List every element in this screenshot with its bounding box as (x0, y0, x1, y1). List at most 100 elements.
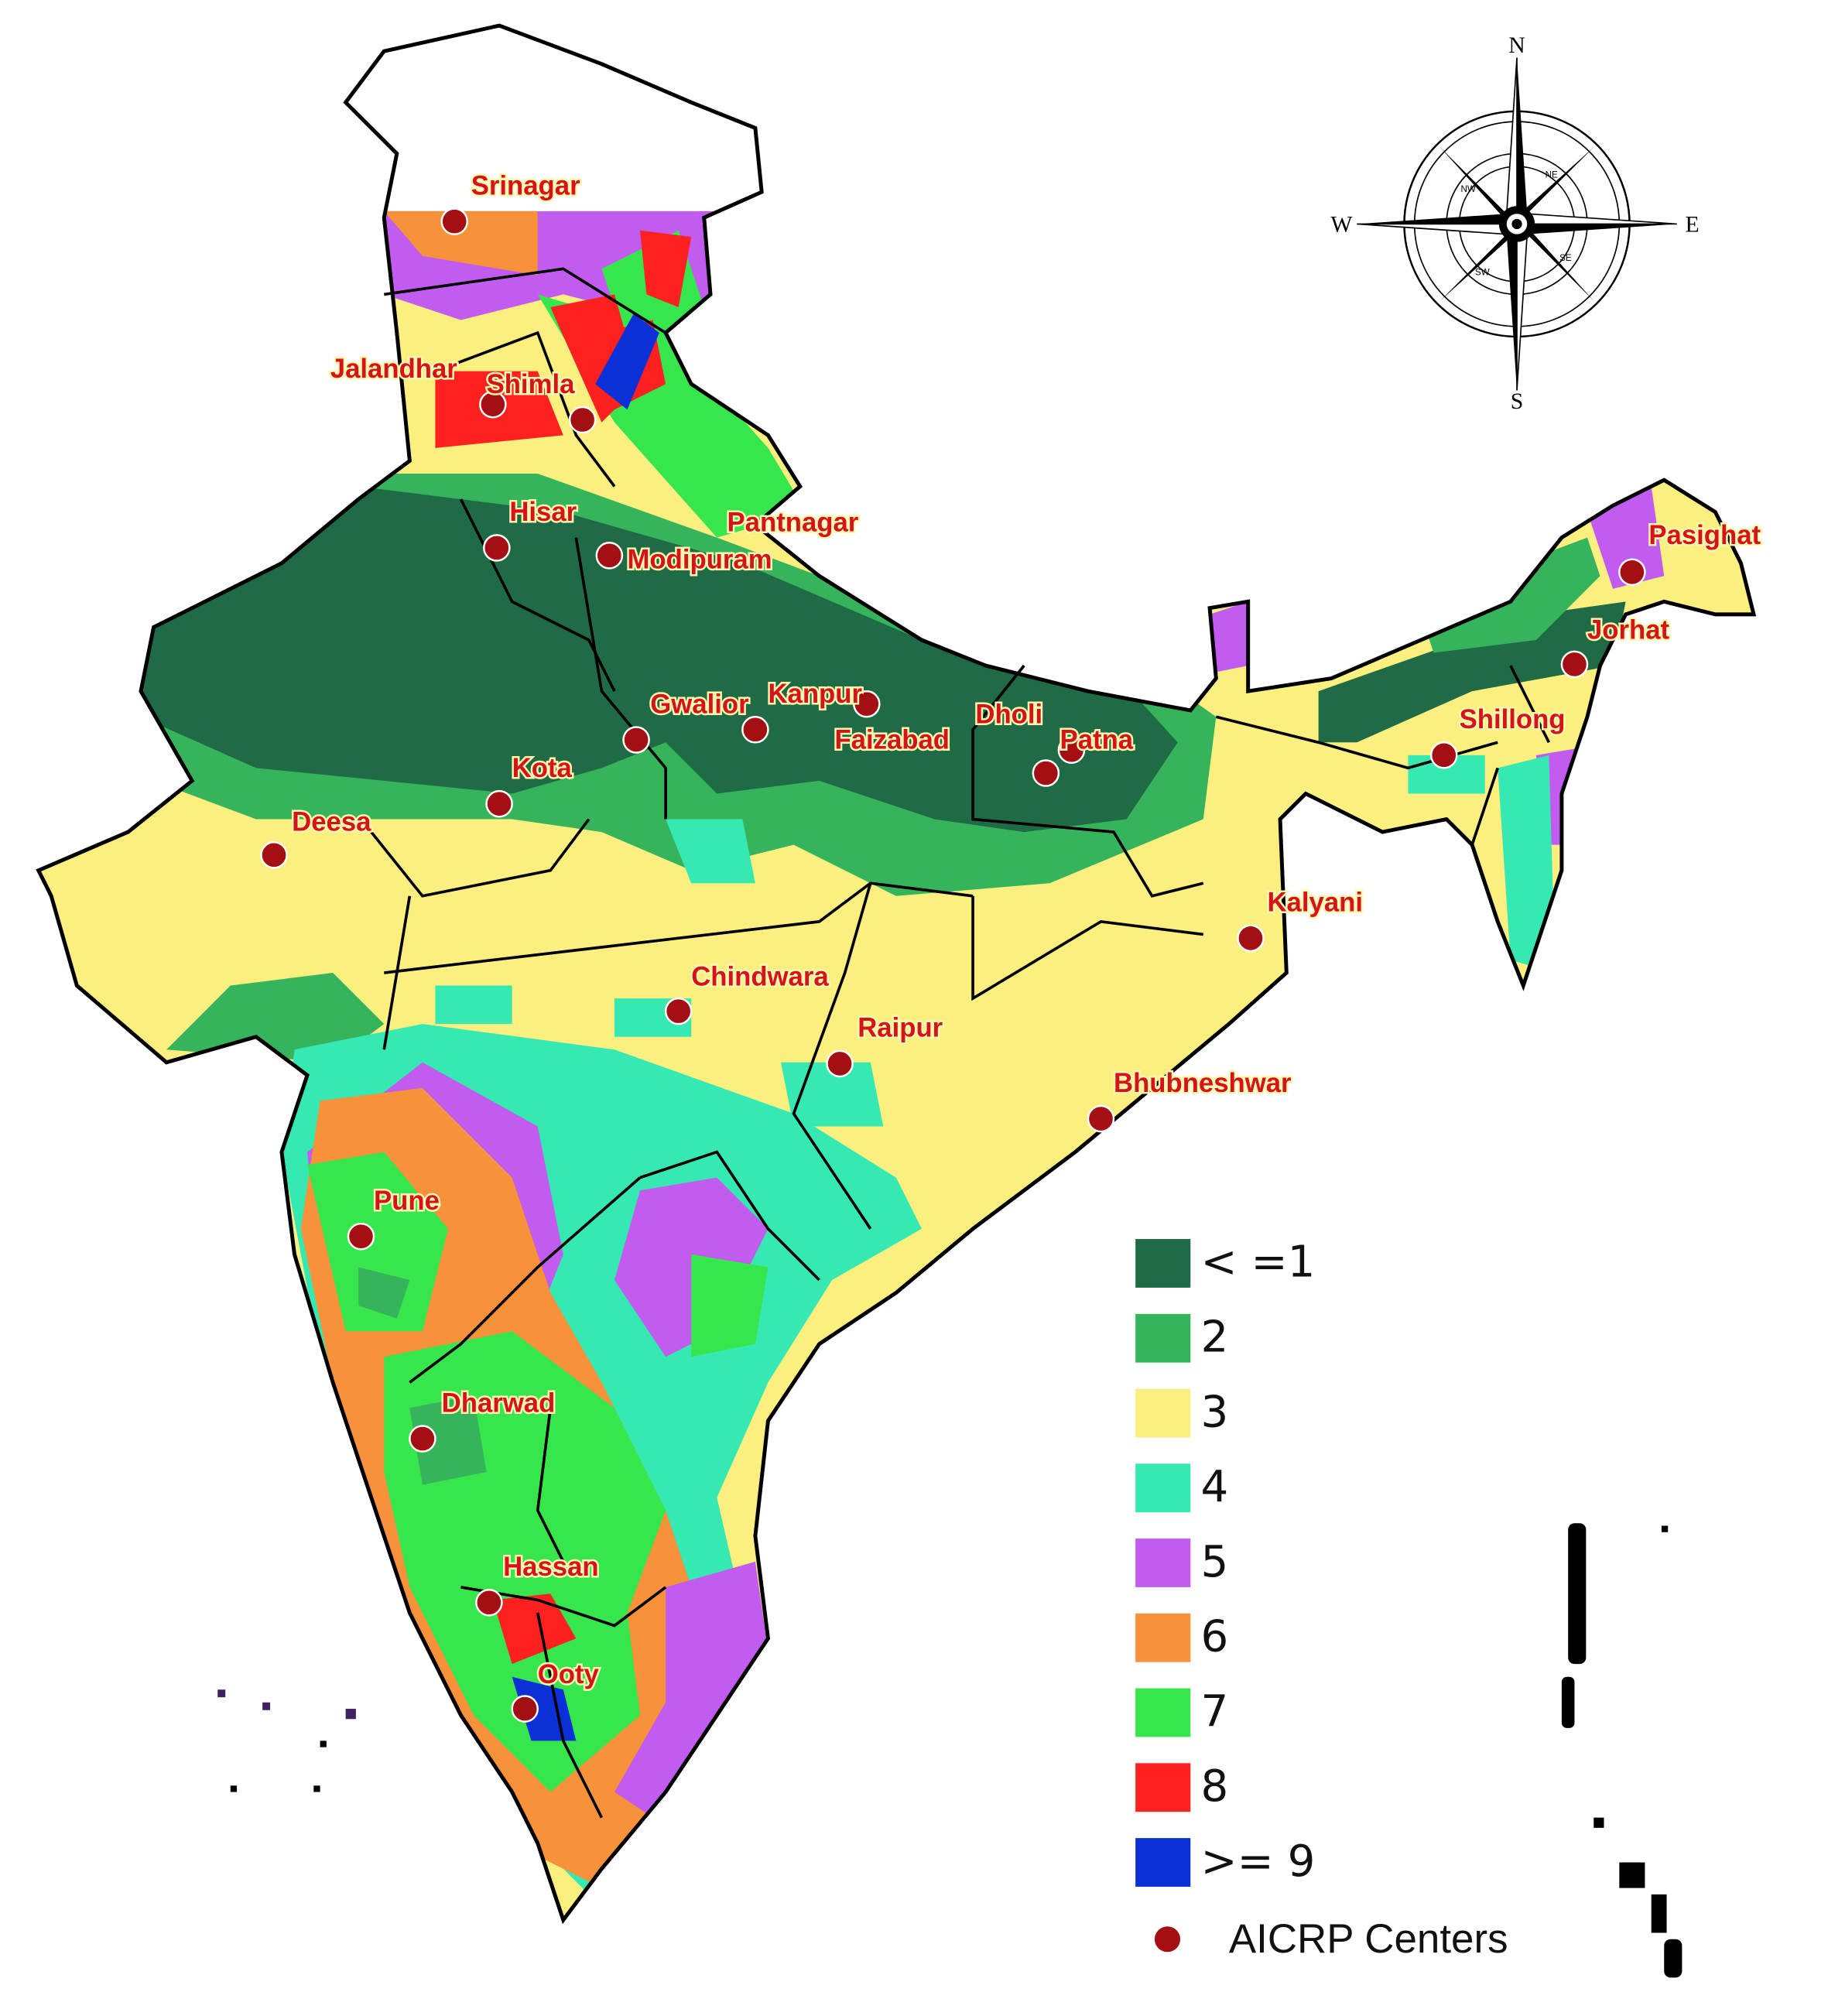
center-label: Raipur (858, 1014, 943, 1043)
legend-swatch (1135, 1688, 1191, 1737)
region (1408, 755, 1485, 794)
legend-swatch (1135, 1763, 1191, 1812)
center-dot (409, 1425, 436, 1453)
region (358, 1267, 410, 1319)
center-label: Pune (374, 1186, 440, 1216)
legend-label: 4 (1200, 1462, 1228, 1512)
region (492, 1593, 577, 1665)
center-dot (347, 1222, 375, 1251)
region (691, 1254, 769, 1357)
center-label: Bhubneshwar (1114, 1069, 1292, 1098)
region (1210, 601, 1248, 673)
region (640, 230, 692, 307)
legend-swatch (1135, 1838, 1191, 1887)
legend-label: 2 (1200, 1313, 1228, 1363)
legend-label: 5 (1200, 1537, 1228, 1587)
legend-center-dot (1154, 1926, 1181, 1953)
legend-swatch (1135, 1239, 1191, 1288)
compass-sublabel: SE (1559, 254, 1572, 263)
legend-label: < =1 (1200, 1237, 1315, 1288)
center-dot (1032, 759, 1060, 787)
legend-label: 6 (1200, 1612, 1228, 1662)
legend-label: 7 (1200, 1686, 1228, 1737)
center-label: Patna (1060, 726, 1134, 755)
center-dot (511, 1695, 539, 1723)
center-label: Pasighat (1648, 521, 1761, 550)
center-label: Ooty (538, 1660, 600, 1689)
legend-center-label: AICRP Centers (1229, 1916, 1508, 1962)
region (166, 973, 385, 1063)
legend-swatch (1135, 1463, 1191, 1513)
center-dot (826, 1049, 854, 1078)
center-label: Srinagar (471, 171, 580, 200)
center-label: Kanpur (768, 679, 862, 709)
center-label: Shimla (487, 370, 576, 399)
center-label: Jalandhar (330, 354, 457, 384)
center-label: Dholi (975, 700, 1042, 729)
center-label: Jorhat (1587, 615, 1670, 645)
center-label: Hisar (509, 498, 577, 527)
center-dot (440, 207, 469, 235)
region (307, 1152, 448, 1332)
region (409, 1395, 487, 1485)
compass-label: N (1508, 33, 1525, 58)
center-dot (1237, 924, 1265, 953)
region (1600, 1536, 1818, 1792)
center-label: Dharwad (442, 1388, 556, 1418)
center-label: Modipuram (628, 545, 772, 574)
center-dot (1618, 558, 1646, 587)
center-label: Kalyani (1267, 888, 1363, 918)
center-label: Faizabad (834, 726, 950, 755)
center-dot (1057, 736, 1086, 765)
region (1587, 486, 1665, 589)
center-dot (664, 997, 693, 1025)
center-label: Deesa (292, 807, 371, 837)
center-dot (1429, 741, 1458, 769)
legend-swatch (1135, 1388, 1191, 1438)
compass-label: S (1511, 388, 1524, 414)
center-dot (1560, 650, 1589, 679)
center-dot (853, 690, 881, 718)
state-borders (370, 267, 1550, 1819)
center-dot (622, 726, 650, 754)
centers-layer: Srinagar Jalandhar Shimla Hisar Modipuram Pan… (260, 169, 1763, 1723)
region (1498, 755, 1556, 974)
region (128, 486, 1178, 833)
center-dot (479, 390, 507, 419)
center-label: Kota (512, 754, 573, 783)
center-dot (741, 715, 769, 744)
center-label: Gwalior (650, 690, 748, 719)
compass-sublabel: NE (1546, 171, 1558, 180)
center-label: Chindwara (691, 963, 829, 992)
center-dot (483, 534, 511, 562)
legend-swatch (1135, 1539, 1191, 1587)
legend: < =1 2 3 4 5 6 7 8 >= 9 AICRP Centers (1135, 1237, 1508, 1962)
center-dot (1087, 1104, 1115, 1133)
legend-swatch (1135, 1313, 1191, 1363)
center-label: Pantnagar (727, 508, 859, 537)
region (435, 985, 884, 1127)
compass-label: E (1686, 212, 1700, 238)
region (1318, 601, 1626, 743)
center-dot (475, 1588, 503, 1617)
legend-label: 3 (1200, 1387, 1228, 1437)
compass-sublabel: SW (1475, 268, 1490, 277)
legend-label: 8 (1200, 1761, 1228, 1812)
islands (217, 1523, 1683, 1978)
center-dot (568, 406, 597, 434)
compass-label: W (1330, 212, 1353, 238)
region (666, 819, 755, 884)
region (595, 313, 659, 410)
center-dot (595, 542, 624, 570)
compass-sublabel: NW (1461, 185, 1476, 194)
legend-swatch (1135, 1613, 1191, 1662)
region (384, 210, 538, 276)
center-label: Hassan (503, 1552, 599, 1582)
center-dot (485, 789, 513, 818)
region (614, 1561, 769, 1818)
center-label: Shillong (1460, 705, 1566, 734)
